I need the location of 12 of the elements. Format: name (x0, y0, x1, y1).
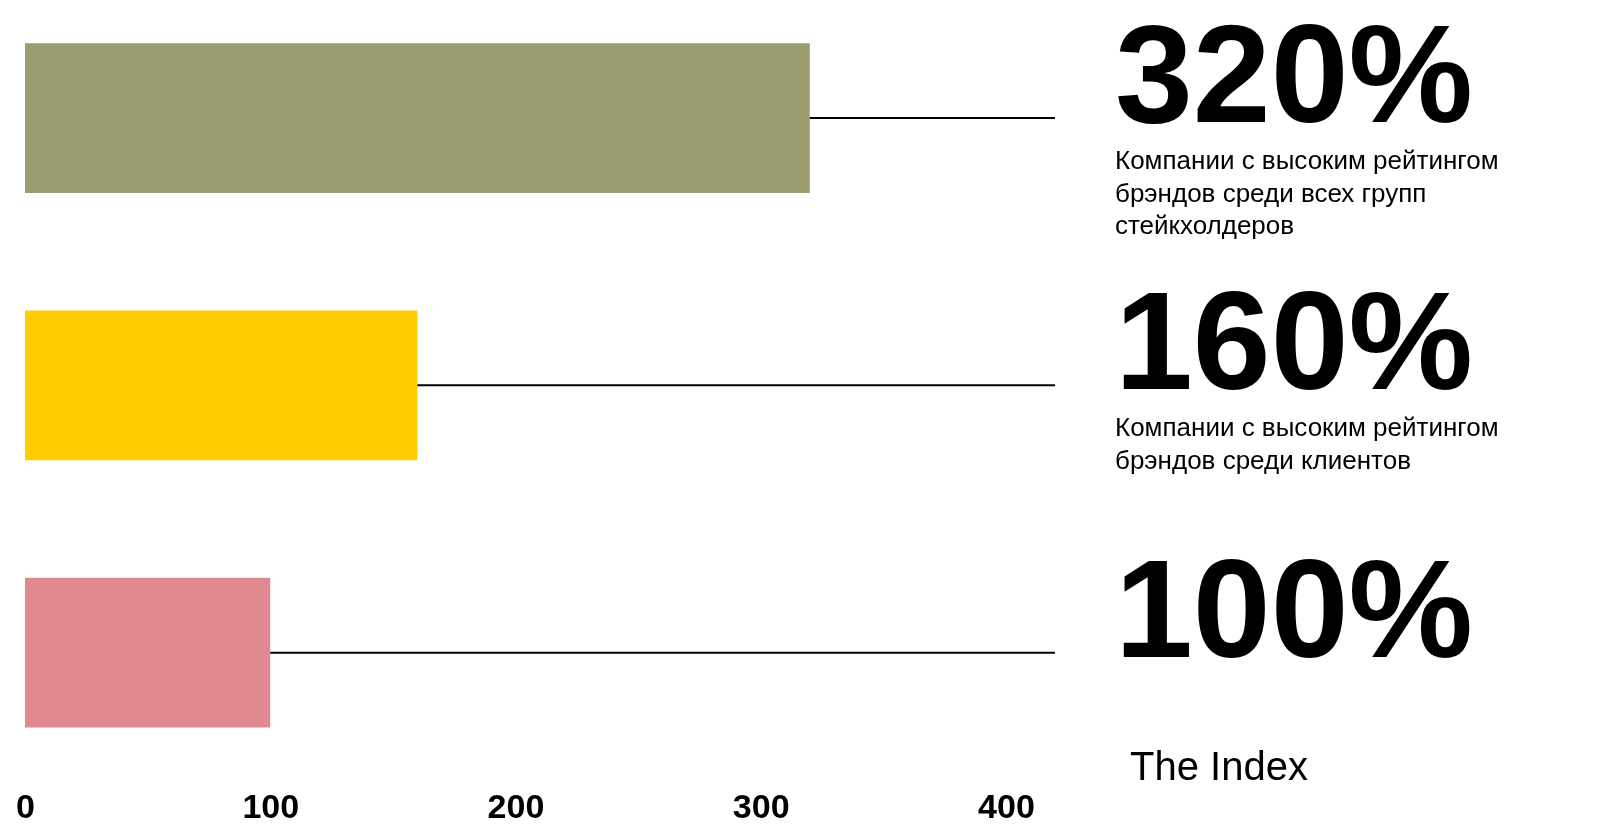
x-tick-label: 100 (242, 786, 300, 825)
bar (25, 310, 418, 461)
bar (25, 43, 810, 193)
x-tick-label: 400 (978, 786, 1035, 825)
text: Компании с высоким рейтингом брэндов среди клиентов (1115, 412, 1499, 475)
x-tick-label: 0 (16, 786, 35, 825)
x-tick-label: 200 (487, 786, 545, 825)
text: The Index (1130, 743, 1308, 788)
bar (25, 577, 271, 728)
text: Компании с высоким рейтингом брэндов среди всех групп стейкхолдеров (1115, 145, 1499, 241)
x-tick-label: 300 (732, 786, 790, 825)
data-label: 100% (1115, 529, 1474, 687)
